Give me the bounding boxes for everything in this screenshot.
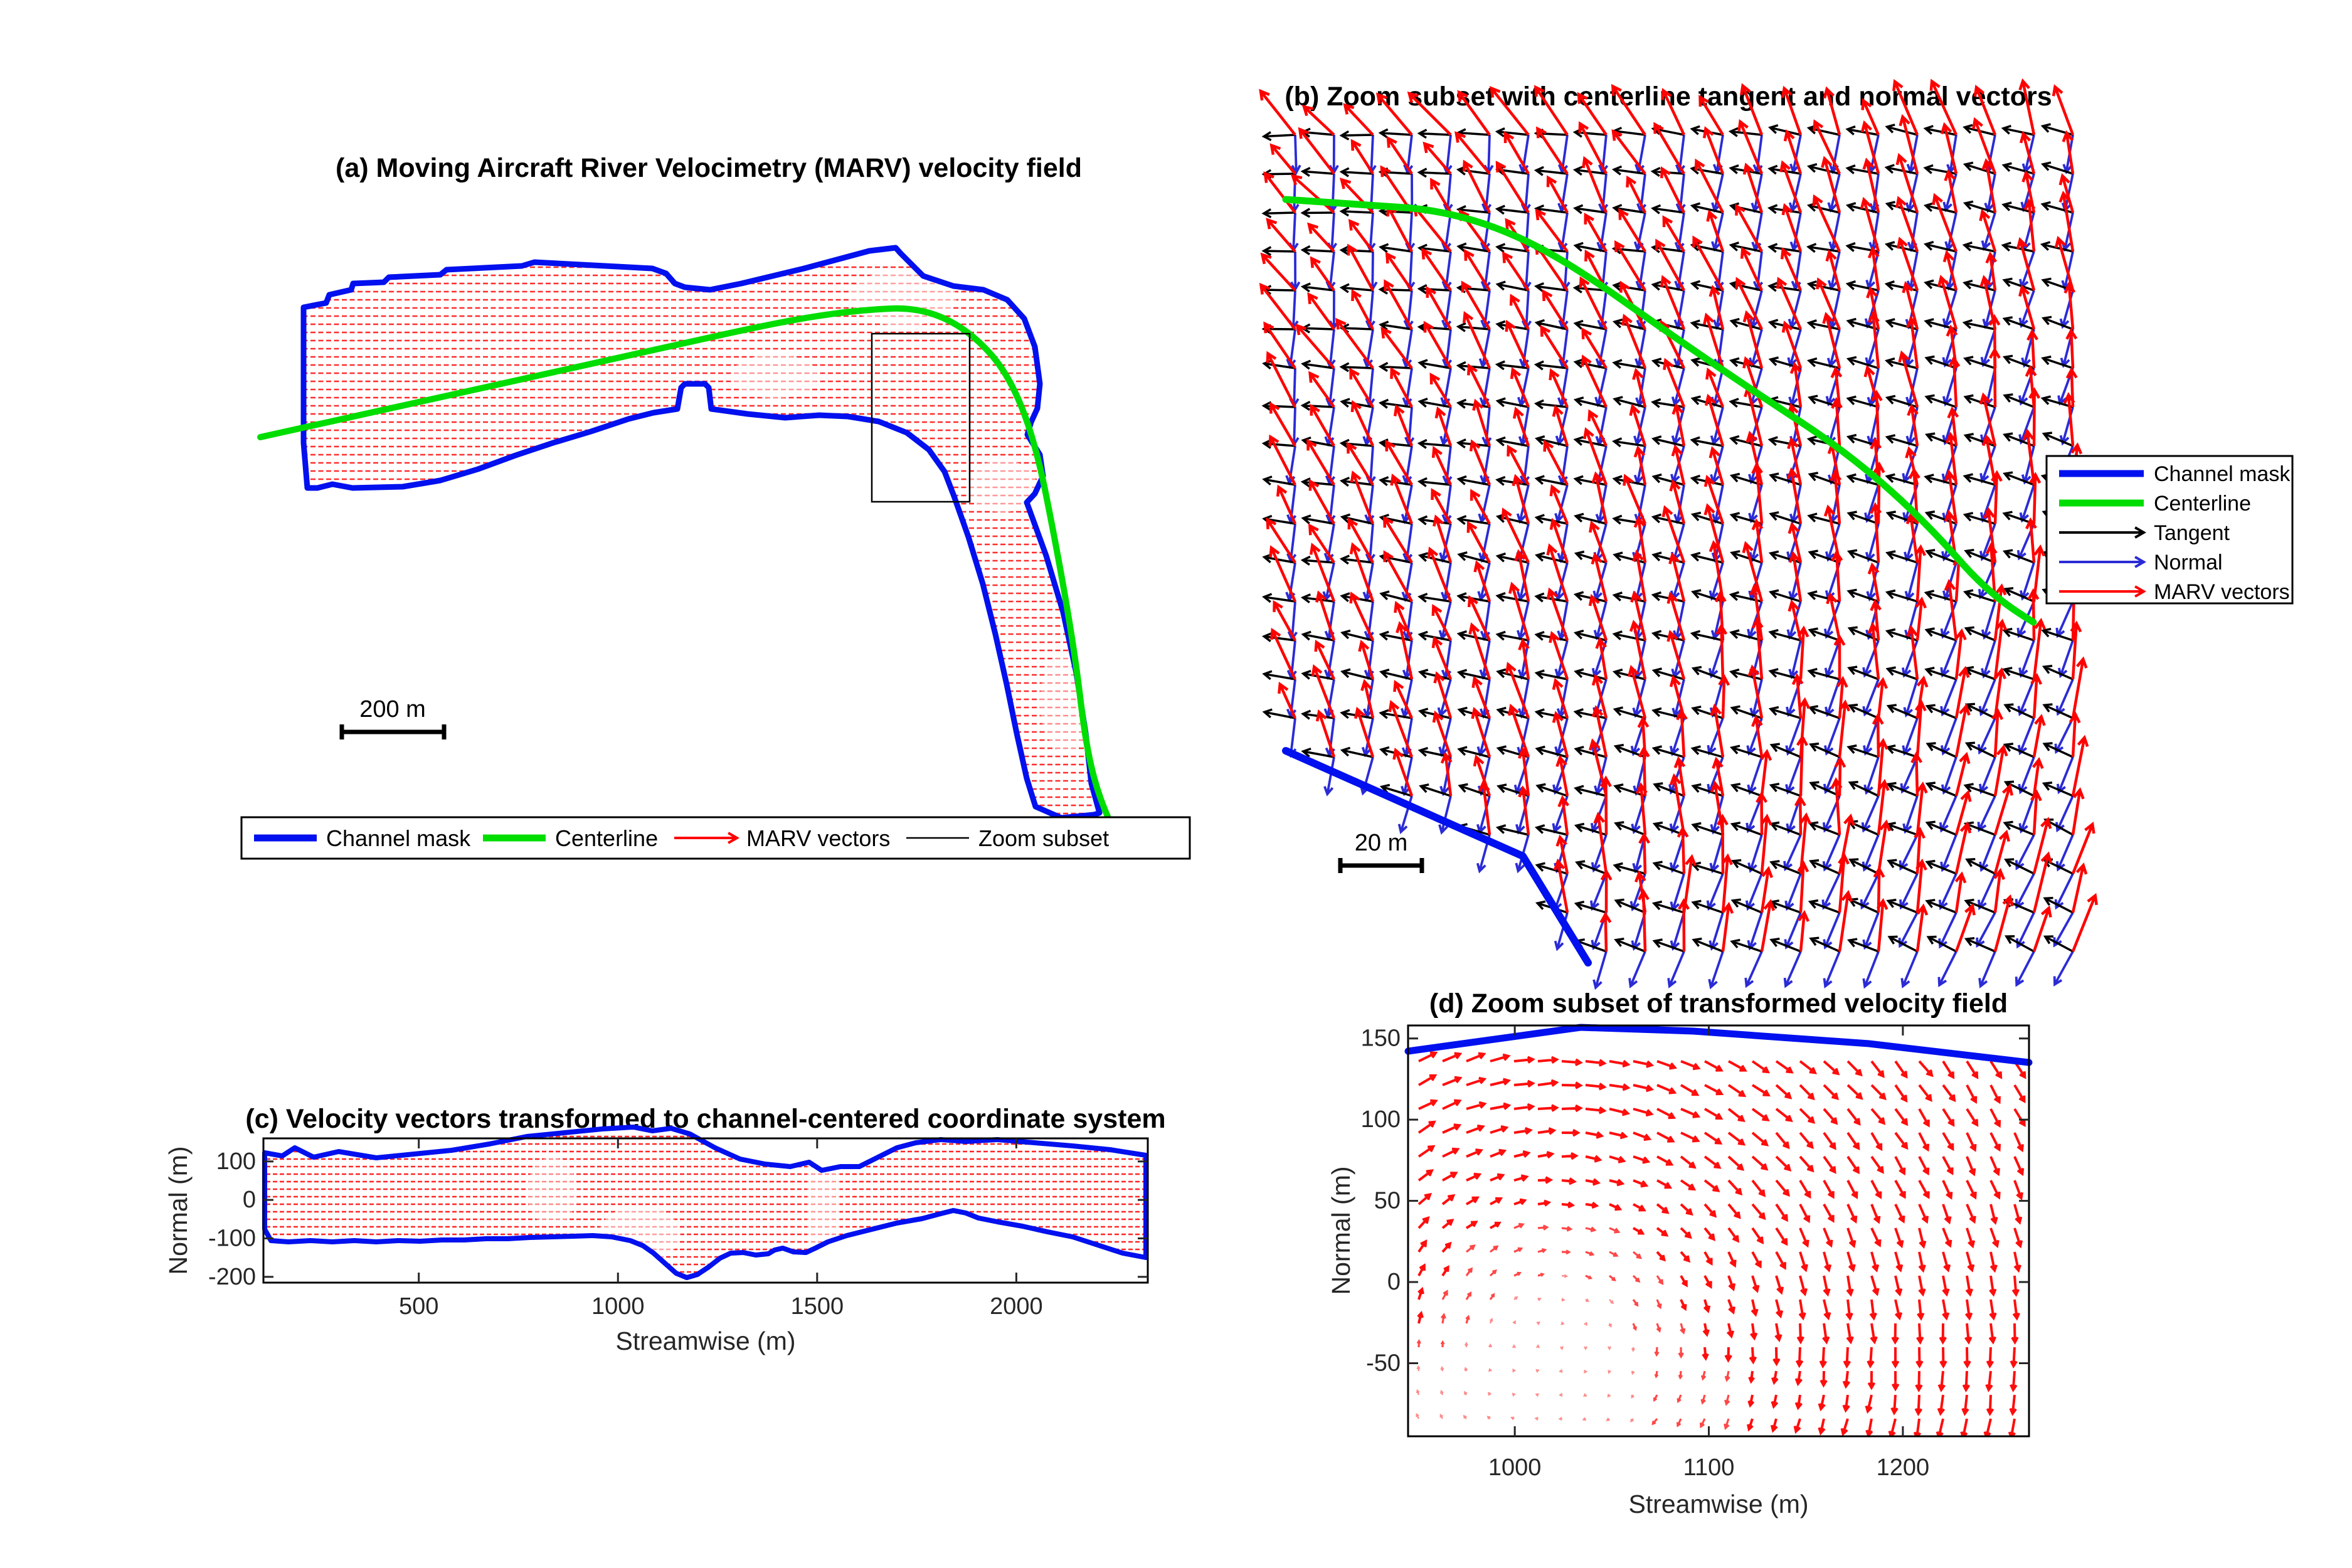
tick-label: -200 bbox=[208, 1264, 256, 1290]
xlabel-c: Streamwise (m) bbox=[615, 1327, 795, 1355]
panel-c: (c) Velocity vectors transformed to chan… bbox=[164, 1104, 1166, 1355]
tick-label: 1000 bbox=[591, 1293, 645, 1320]
tick-label: 0 bbox=[243, 1187, 256, 1213]
zoom-transformed-vector-field-d bbox=[1416, 1051, 2026, 1436]
tick-label: 1500 bbox=[791, 1293, 844, 1320]
channel-mask-segment-b bbox=[1282, 747, 1592, 967]
tick-label: 50 bbox=[1374, 1188, 1401, 1214]
scalebar-a-label: 200 m bbox=[359, 696, 426, 723]
legend-b-label: Channel mask bbox=[2154, 462, 2291, 486]
low-velocity-fades-c bbox=[527, 1139, 840, 1280]
legend-a-label: Channel mask bbox=[326, 825, 471, 851]
zoom-subset-rectangle bbox=[871, 332, 971, 503]
tangent-normal-marv-vector-grid bbox=[1259, 78, 2098, 990]
transformed-channel-outline-c bbox=[262, 1125, 1148, 1280]
legend-a-label: Zoom subset bbox=[978, 825, 1109, 851]
ylabel-d: Normal (m) bbox=[1327, 1167, 1355, 1295]
tick-label: 1200 bbox=[1877, 1454, 1930, 1481]
legend-b: Channel mask Centerline Tangent Normal MARV … bbox=[2045, 455, 2294, 605]
legend-b-label: Centerline bbox=[2154, 492, 2251, 516]
legend-b-label: MARV vectors bbox=[2154, 580, 2290, 604]
tick-label: 0 bbox=[1387, 1269, 1401, 1295]
axes-d: 1000 1100 1200 150 100 50 0 -50 bbox=[1361, 1024, 2030, 1481]
tick-label: 150 bbox=[1361, 1025, 1401, 1052]
tick-label: -50 bbox=[1366, 1350, 1401, 1376]
legend-b-label: Tangent bbox=[2154, 521, 2230, 545]
transformed-vector-field-c bbox=[266, 1128, 1146, 1278]
tick-label: -100 bbox=[208, 1225, 256, 1251]
legend-a-label: Centerline bbox=[555, 825, 658, 851]
tick-label: 100 bbox=[1361, 1106, 1401, 1133]
legend-a-label: MARV vectors bbox=[746, 825, 890, 851]
panel-d: (d) Zoom subset of transformed velocity … bbox=[1327, 988, 2033, 1518]
legend-b-label: Normal bbox=[2154, 551, 2223, 575]
panel-d-title: (d) Zoom subset of transformed velocity … bbox=[1429, 988, 2008, 1019]
tick-label: 100 bbox=[216, 1148, 256, 1175]
tick-label: 2000 bbox=[990, 1293, 1043, 1320]
scalebar-b: 20 m bbox=[1338, 830, 1424, 873]
tick-label: 1000 bbox=[1488, 1454, 1542, 1481]
scalebar-b-label: 20 m bbox=[1355, 830, 1407, 856]
legend-a: Channel mask Centerline MARV vectors Zoom s… bbox=[240, 816, 1191, 860]
channel-mask-outline-a bbox=[300, 245, 1103, 821]
xlabel-d: Streamwise (m) bbox=[1628, 1490, 1808, 1518]
ylabel-c: Normal (m) bbox=[164, 1147, 193, 1275]
tick-label: 1100 bbox=[1683, 1454, 1735, 1481]
centerline-b bbox=[1282, 196, 2037, 626]
panel-b: (b) Zoom subset with centerline tangent … bbox=[1259, 78, 2294, 990]
panel-c-title: (c) Velocity vectors transformed to chan… bbox=[245, 1104, 1165, 1134]
panel-a-title: (a) Moving Aircraft River Velocimetry (M… bbox=[336, 153, 1082, 183]
tick-label: 500 bbox=[399, 1293, 438, 1320]
channel-mask-line-d bbox=[1404, 1024, 2033, 1066]
scalebar-a: 200 m bbox=[339, 696, 447, 739]
centerline-a bbox=[257, 305, 1126, 850]
panel-a: (a) Moving Aircraft River Velocimetry (M… bbox=[240, 153, 1191, 860]
